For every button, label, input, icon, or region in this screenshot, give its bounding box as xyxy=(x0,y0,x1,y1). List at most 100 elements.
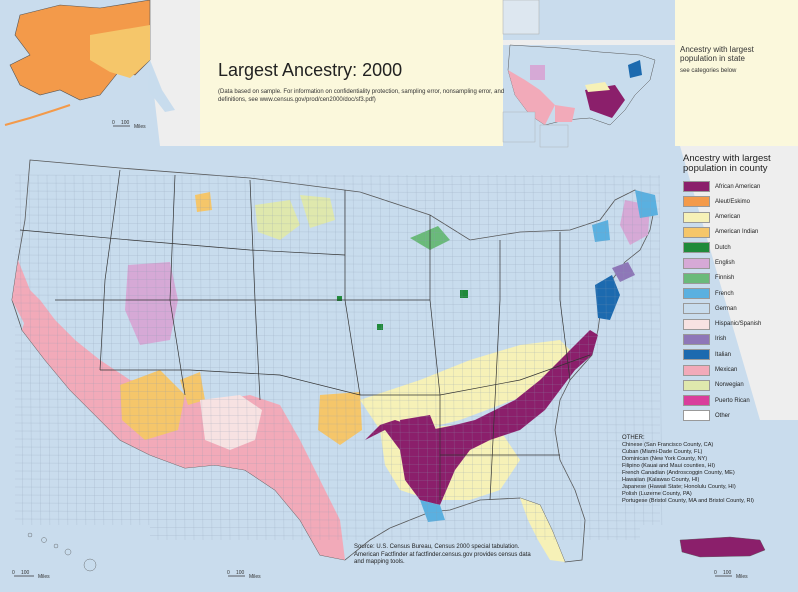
county-line xyxy=(253,174,258,541)
county-line xyxy=(14,478,661,482)
hawaii-scale-hundred: 100 xyxy=(21,570,30,576)
legend-label: French xyxy=(715,290,734,297)
county-line xyxy=(14,198,661,202)
legend-item: Finnish xyxy=(683,271,795,286)
county-line xyxy=(14,318,661,322)
county-line xyxy=(586,174,591,541)
legend-swatch xyxy=(683,379,710,391)
legend-swatch xyxy=(683,196,710,208)
state-borders xyxy=(19,169,591,501)
region-norwegian-dakota xyxy=(255,200,300,240)
pr-scale-zero: 0 xyxy=(714,570,717,576)
county-line xyxy=(388,174,393,541)
legend-label: American xyxy=(715,214,741,221)
county-line xyxy=(181,174,186,541)
legend-label: Irish xyxy=(715,336,727,343)
alaska-scale-hundred: 100 xyxy=(121,120,130,126)
puerto-rico-land xyxy=(679,536,766,558)
legend-swatch xyxy=(683,303,710,315)
county-line xyxy=(14,182,661,186)
county-line xyxy=(14,446,661,450)
legend-label: Puerto Rican xyxy=(715,397,750,404)
county-line xyxy=(613,174,618,541)
hawaii-scale-zero: 0 xyxy=(12,570,15,576)
county-line xyxy=(14,174,661,178)
county-line xyxy=(14,438,661,442)
legend-item: Norwegian xyxy=(683,378,795,393)
other-list: OTHER: Chinese (San Francisco County, CA… xyxy=(622,435,796,504)
region-dutch-ia xyxy=(377,324,383,330)
county-line xyxy=(14,286,661,290)
county-line xyxy=(406,174,411,541)
legend-swatch xyxy=(683,242,710,254)
region-american-indian-nm xyxy=(180,372,205,405)
legend-swatch xyxy=(683,226,710,238)
county-line xyxy=(14,302,661,306)
county-line xyxy=(14,454,661,458)
legend-item: Dutch xyxy=(683,240,795,255)
county-line xyxy=(14,502,661,506)
county-line xyxy=(487,174,492,541)
county-line xyxy=(379,174,384,541)
state-inset xyxy=(502,0,675,150)
legend-label: English xyxy=(715,260,735,266)
county-line xyxy=(154,174,159,541)
legend-swatch xyxy=(683,181,710,193)
county-line xyxy=(14,398,661,402)
legend-swatch xyxy=(683,272,710,284)
county-line xyxy=(415,174,420,541)
county-line xyxy=(496,174,501,541)
source-note: Source: U.S. Census Bureau, Census 2000 … xyxy=(354,544,531,565)
legend-label: Finnish xyxy=(715,275,735,282)
other-item: Filipino (Kauai and Maui counties, HI) xyxy=(622,462,715,469)
county-line xyxy=(631,174,636,541)
region-irish-massachusetts xyxy=(612,262,635,282)
county-line xyxy=(325,174,330,541)
legend-swatch xyxy=(683,211,710,223)
county-line xyxy=(532,174,537,541)
county-line xyxy=(14,470,661,474)
county-line xyxy=(244,174,249,541)
other-items: Chinese (San Francisco County, CA) Cuban … xyxy=(622,442,796,504)
county-line xyxy=(451,174,456,541)
puerto-rico-inset: 0 100 Miles xyxy=(640,525,798,592)
other-item: Polish (Luzerne County, PA) xyxy=(622,490,692,497)
region-mexican-southwest xyxy=(22,300,345,560)
county-line xyxy=(14,374,661,378)
legend-item: Italian xyxy=(683,347,795,362)
county-line xyxy=(14,326,661,330)
county-line xyxy=(109,174,114,541)
county-line xyxy=(514,174,519,541)
county-line xyxy=(622,174,627,541)
county-line xyxy=(145,174,150,541)
county-line xyxy=(14,406,661,410)
alaska-scale-zero: 0 xyxy=(112,120,115,126)
county-line xyxy=(118,174,123,541)
county-line xyxy=(14,222,661,226)
other-item: Hawaiian (Kalawao County, HI) xyxy=(622,476,700,483)
county-line xyxy=(559,174,564,541)
alaska-american-indian xyxy=(90,25,150,78)
county-line xyxy=(19,174,24,541)
hawaii-scale-label: Miles xyxy=(38,574,50,580)
county-line xyxy=(172,174,177,541)
county-line xyxy=(14,254,661,258)
county-line xyxy=(14,422,661,426)
county-line xyxy=(14,350,661,354)
county-line xyxy=(235,174,240,541)
county-line xyxy=(334,174,339,541)
legend-item: Other xyxy=(683,408,795,423)
legend-label: American Indian xyxy=(715,229,759,236)
legend-item: Irish xyxy=(683,332,795,347)
alaska-german-se xyxy=(148,60,175,112)
region-hispanic-nm xyxy=(200,395,262,450)
county-grid xyxy=(14,174,663,541)
legend-item: Mexican xyxy=(683,362,795,377)
county-line xyxy=(424,174,429,541)
legend-label: African American xyxy=(715,183,761,190)
legend-label: Norwegian xyxy=(715,382,744,389)
county-line xyxy=(442,174,447,541)
county-line xyxy=(14,358,661,362)
county-line xyxy=(14,390,661,394)
county-line xyxy=(649,174,654,541)
